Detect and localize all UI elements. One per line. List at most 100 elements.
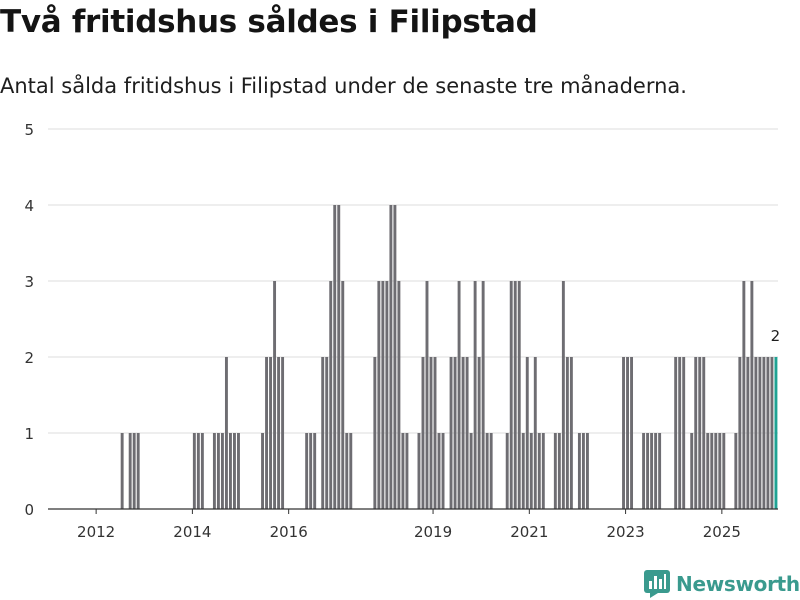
chart-subtitle: Antal sålda fritidshus i Filipstad under… bbox=[0, 74, 687, 98]
bar bbox=[200, 433, 204, 509]
bar bbox=[658, 433, 662, 509]
bar-chart-logo-icon bbox=[644, 570, 670, 598]
bar bbox=[630, 357, 634, 509]
bar bbox=[758, 357, 762, 509]
bar bbox=[750, 281, 754, 509]
bar bbox=[585, 433, 589, 509]
x-tick-label: 2012 bbox=[77, 523, 115, 541]
bar bbox=[377, 281, 381, 509]
x-tick-label: 2025 bbox=[703, 523, 741, 541]
bar bbox=[702, 357, 706, 509]
bar bbox=[746, 357, 750, 509]
bar bbox=[690, 433, 694, 509]
bar bbox=[333, 205, 337, 509]
gridlines bbox=[48, 128, 778, 434]
bar bbox=[650, 433, 654, 509]
x-tick-label: 2016 bbox=[270, 523, 308, 541]
brand-name: Newsworthy bbox=[676, 572, 800, 596]
bar bbox=[216, 433, 220, 509]
bar bbox=[265, 357, 269, 509]
bar bbox=[710, 433, 714, 509]
bar bbox=[385, 281, 389, 509]
bar bbox=[477, 357, 481, 509]
bar bbox=[762, 357, 766, 509]
bar bbox=[754, 357, 758, 509]
bar bbox=[674, 357, 678, 509]
bar bbox=[433, 357, 437, 509]
bar bbox=[489, 433, 493, 509]
bar bbox=[457, 281, 461, 509]
bar bbox=[128, 433, 132, 509]
y-tick-label: 4 bbox=[24, 197, 34, 215]
bar bbox=[722, 433, 726, 509]
bar bbox=[136, 433, 140, 509]
bar bbox=[557, 433, 561, 509]
bar bbox=[646, 433, 650, 509]
bar bbox=[561, 281, 565, 509]
bar bbox=[453, 357, 457, 509]
bar bbox=[469, 433, 473, 509]
bar bbox=[132, 433, 136, 509]
bar bbox=[714, 433, 718, 509]
x-tick-label: 2023 bbox=[606, 523, 644, 541]
x-tick-label: 2019 bbox=[414, 523, 452, 541]
bar bbox=[269, 357, 273, 509]
bar bbox=[325, 357, 329, 509]
bar bbox=[449, 357, 453, 509]
bars bbox=[120, 205, 778, 509]
bar bbox=[196, 433, 200, 509]
bar bbox=[313, 433, 317, 509]
bar bbox=[485, 433, 489, 509]
bar bbox=[429, 357, 433, 509]
bar bbox=[734, 433, 738, 509]
bar bbox=[405, 433, 409, 509]
data-labels: 2 bbox=[771, 327, 781, 345]
bar bbox=[682, 357, 686, 509]
bar bbox=[742, 281, 746, 509]
bar bbox=[517, 281, 521, 509]
bar bbox=[706, 433, 710, 509]
x-tick-label: 2021 bbox=[510, 523, 548, 541]
bar bbox=[337, 205, 341, 509]
bar bbox=[437, 433, 441, 509]
bar bbox=[738, 357, 742, 509]
bar bbox=[465, 357, 469, 509]
latest-value-label: 2 bbox=[771, 327, 781, 345]
bar bbox=[461, 357, 465, 509]
bar bbox=[694, 357, 698, 509]
bar bbox=[529, 433, 533, 509]
bar bbox=[120, 433, 124, 509]
bar bbox=[770, 357, 774, 509]
y-tick-label: 2 bbox=[24, 349, 34, 367]
bar bbox=[569, 357, 573, 509]
bar bbox=[192, 433, 196, 509]
chart-title: Två fritidshus såldes i Filipstad bbox=[0, 4, 538, 40]
bar bbox=[389, 205, 393, 509]
bar bbox=[565, 357, 569, 509]
bar bbox=[261, 433, 264, 509]
bar bbox=[277, 357, 281, 509]
bar bbox=[425, 281, 429, 509]
bar bbox=[698, 357, 702, 509]
bar bbox=[678, 357, 682, 509]
x-tick-label: 2014 bbox=[173, 523, 211, 541]
bar bbox=[642, 433, 646, 509]
bar bbox=[505, 433, 509, 509]
bar bbox=[718, 433, 722, 509]
bar bbox=[473, 281, 477, 509]
bar bbox=[525, 357, 529, 509]
bar bbox=[541, 433, 545, 509]
bar bbox=[273, 281, 277, 509]
bar bbox=[393, 205, 397, 509]
bar bbox=[581, 433, 585, 509]
bar bbox=[373, 357, 377, 509]
bar bbox=[345, 433, 349, 509]
bar bbox=[305, 433, 309, 509]
bar bbox=[321, 357, 325, 509]
bar bbox=[397, 281, 401, 509]
bar bbox=[417, 433, 421, 509]
bar bbox=[349, 433, 353, 509]
bar bbox=[309, 433, 313, 509]
bar bbox=[654, 433, 658, 509]
